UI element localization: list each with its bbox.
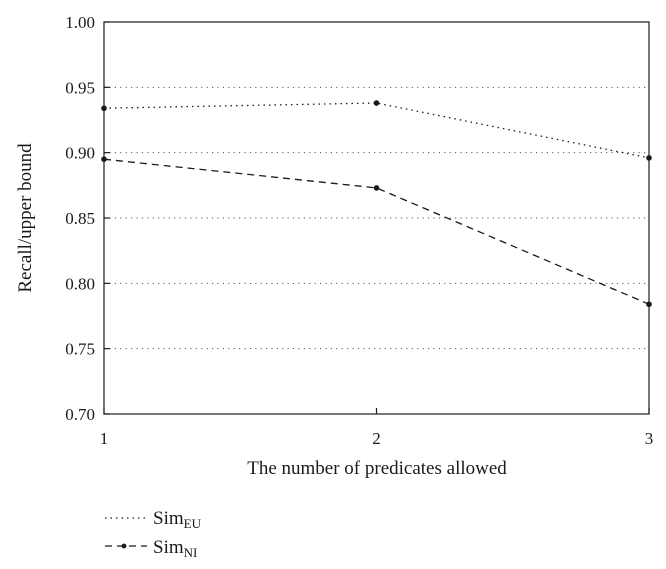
series-layer	[101, 100, 652, 308]
x-axis-title: The number of predicates allowed	[247, 458, 507, 479]
x-tick-label: 3	[645, 429, 654, 448]
legend-entry-sim-ni: SimNI	[105, 537, 197, 560]
legend-marker-sim-ni	[121, 543, 127, 549]
x-tick-label: 1	[100, 429, 109, 448]
legend-entry-sim-eu: SimEU	[105, 508, 202, 531]
y-tick-label: 0.95	[65, 78, 95, 97]
data-point-sim-ni	[646, 301, 652, 308]
y-tick-label: 0.70	[65, 405, 95, 424]
legend-label-sim-eu-main: Sim	[153, 508, 184, 529]
legend-label-sim-ni: SimNI	[153, 537, 197, 560]
data-point-sim-eu	[101, 105, 107, 112]
series-line-sim-eu	[103, 102, 650, 159]
gridlines	[104, 86, 649, 350]
data-point-sim-ni	[101, 156, 107, 162]
series-line-sim-ni	[103, 158, 650, 305]
data-point-sim-ni	[373, 185, 380, 191]
legend-label-sim-eu-sub: EU	[184, 516, 202, 531]
legend: SimEU SimNI	[105, 508, 202, 560]
y-axis-ticks: 0.70 0.75 0.80 0.85 0.90 0.95 1.00	[65, 13, 110, 424]
x-tick-label: 2	[372, 429, 381, 448]
y-tick-label: 1.00	[65, 13, 95, 32]
data-point-sim-eu	[646, 155, 652, 161]
legend-label-sim-ni-sub: NI	[184, 545, 198, 560]
x-axis-ticks: 1 2 3	[100, 408, 654, 448]
data-point-sim-eu	[373, 100, 380, 106]
legend-label-sim-eu: SimEU	[153, 508, 202, 531]
y-tick-label: 0.90	[65, 144, 95, 163]
legend-label-sim-ni-main: Sim	[153, 537, 184, 558]
y-axis-title: Recall/upper bound	[15, 143, 36, 293]
y-tick-label: 0.75	[65, 340, 95, 359]
y-tick-label: 0.80	[65, 274, 95, 293]
y-tick-label: 0.85	[65, 209, 95, 228]
